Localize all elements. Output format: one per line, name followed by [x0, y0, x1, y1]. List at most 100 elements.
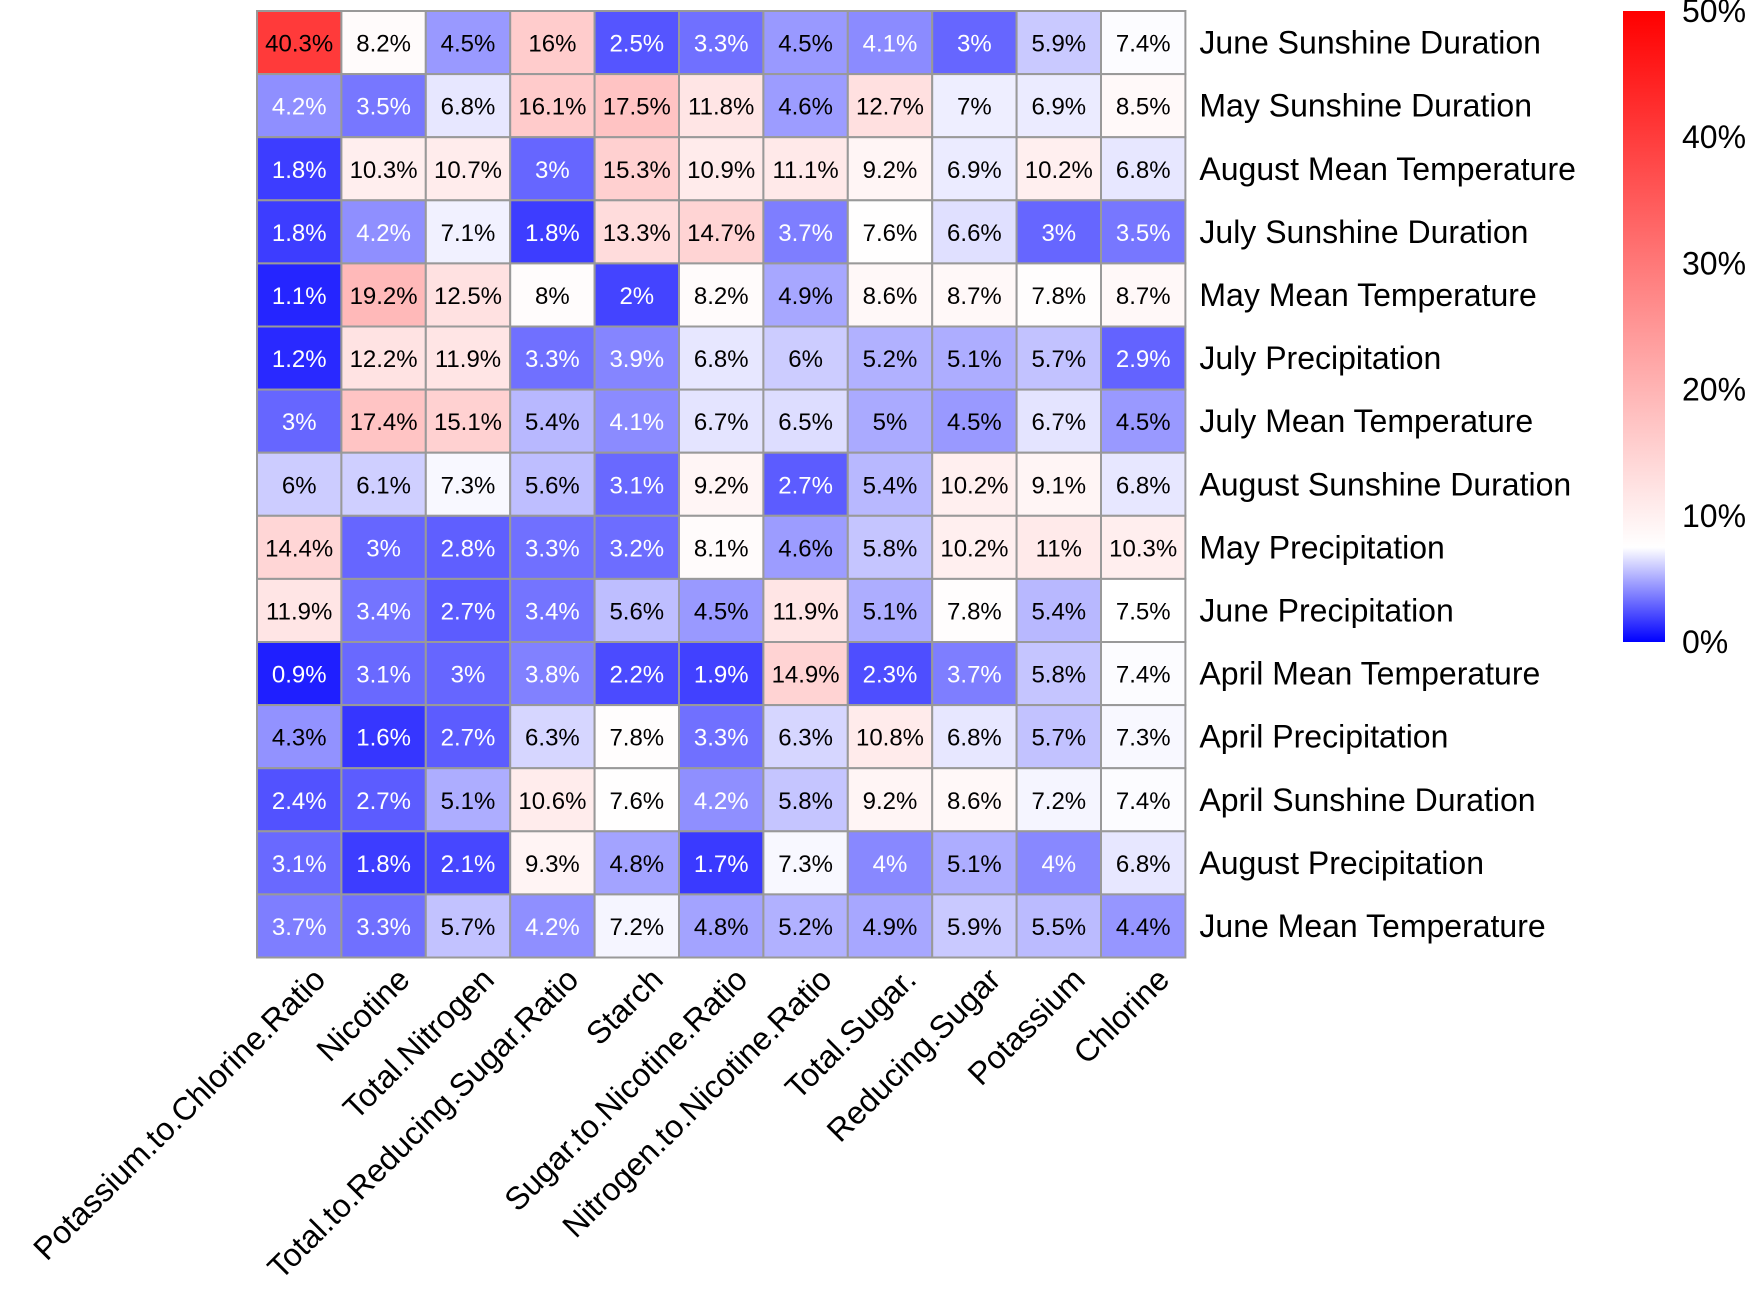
heatmap-cell	[424, 577, 512, 644]
column-label: Total.to.Reducing.Sugar.Ratio	[261, 961, 586, 1286]
cell-value-label: 3%	[366, 535, 401, 562]
heatmap-cell	[509, 262, 596, 328]
cell-value-label: 2%	[619, 283, 654, 310]
cell-value-label: 5.1%	[441, 788, 496, 815]
cell-value-label: 10.3%	[1109, 535, 1177, 562]
heatmap-cell	[678, 136, 765, 202]
heatmap-cell	[762, 451, 849, 517]
cell-value-label: 6%	[282, 472, 317, 499]
row-label: April Sunshine Duration	[1199, 782, 1535, 818]
heatmap-cells: 40.3% 8.2% 4.5% 16% 2.5% 3.3% 4.5% 4.1% 3% 5.9% 7.…	[256, 10, 1187, 959]
heatmap-cell	[846, 10, 934, 76]
cell-value-label: 4.3%	[272, 725, 327, 752]
row-label: July Sunshine Duration	[1199, 214, 1528, 250]
cell-value-label: 4.6%	[778, 535, 833, 562]
heatmap-cell	[678, 704, 765, 770]
heatmap-cell	[256, 73, 343, 139]
cell-value-label: 3.1%	[272, 851, 327, 878]
cell-value-label: 10.8%	[856, 725, 924, 752]
cell-value-label: 2.3%	[863, 662, 918, 689]
cell-value-label: 4.2%	[356, 220, 411, 247]
cell-value-label: 1.8%	[272, 220, 327, 247]
heatmap-cell	[846, 704, 934, 770]
cell-value-label: 2.7%	[441, 598, 496, 625]
heatmap-cell	[1100, 704, 1187, 770]
cell-value-label: 7.8%	[1031, 283, 1086, 310]
cell-value-label: 3.3%	[694, 31, 749, 58]
cell-value-label: 6.3%	[778, 725, 833, 752]
cell-value-label: 1.9%	[694, 662, 749, 689]
heatmap-cell	[340, 388, 427, 454]
heatmap-cell	[1100, 893, 1187, 959]
colorbar-legend: 0% 10% 20% 30% 40% 50%	[1623, 0, 1746, 660]
heatmap-cell	[256, 704, 343, 770]
cell-value-label: 1.2%	[272, 346, 327, 373]
cell-value-label: 7.2%	[1031, 788, 1086, 815]
heatmap-cell	[509, 199, 596, 265]
heatmap-cell	[1100, 10, 1187, 76]
heatmap-cell	[509, 388, 596, 454]
cell-value-label: 9.1%	[1031, 472, 1086, 499]
cell-value-label: 10.2%	[1025, 157, 1093, 184]
cell-value-label: 6.7%	[694, 409, 749, 436]
cell-value-label: 5.6%	[525, 472, 580, 499]
heatmap-cell	[1015, 704, 1102, 770]
cell-value-label: 17.5%	[603, 94, 671, 121]
cell-value-label: 5.4%	[1031, 598, 1086, 625]
cell-value-label: 4.5%	[778, 31, 833, 58]
cell-value-label: 1.8%	[525, 220, 580, 247]
cell-value-label: 9.2%	[863, 157, 918, 184]
cell-value-label: 8.7%	[947, 283, 1002, 310]
heatmap-cell	[678, 262, 765, 328]
heatmap-cell	[762, 514, 849, 580]
heatmap-cell	[846, 73, 934, 139]
cell-value-label: 3%	[282, 409, 317, 436]
cell-value-label: 2.5%	[609, 31, 664, 58]
heatmap-cell	[593, 73, 680, 139]
cell-value-label: 5.5%	[1031, 914, 1086, 941]
cell-value-label: 7.3%	[441, 472, 496, 499]
heatmap-cell	[762, 767, 849, 833]
heatmap-cell	[931, 514, 1018, 580]
cell-value-label: 14.9%	[772, 662, 840, 689]
cell-value-label: 6.8%	[1116, 157, 1171, 184]
cell-value-label: 12.7%	[856, 94, 924, 121]
heatmap-cell	[931, 199, 1018, 265]
heatmap-cell	[1100, 325, 1187, 391]
heatmap-cell	[340, 641, 427, 707]
cell-value-label: 4.5%	[1116, 409, 1171, 436]
heatmap-cell	[256, 893, 343, 959]
cell-value-label: 6.3%	[525, 725, 580, 752]
heatmap-cell	[931, 893, 1018, 959]
row-label: July Precipitation	[1199, 340, 1441, 376]
cell-value-label: 4.4%	[1116, 914, 1171, 941]
heatmap-cell	[509, 325, 596, 391]
heatmap-cell	[1015, 10, 1102, 76]
cell-value-label: 2.1%	[441, 851, 496, 878]
cell-value-label: 4.2%	[525, 914, 580, 941]
cell-value-label: 16%	[528, 31, 576, 58]
heatmap-cell	[340, 451, 427, 517]
cell-value-label: 10.2%	[940, 472, 1008, 499]
cell-value-label: 12.2%	[350, 346, 418, 373]
cell-value-label: 8.2%	[356, 31, 411, 58]
cell-value-label: 4.1%	[863, 31, 918, 58]
cell-value-label: 15.1%	[434, 409, 502, 436]
cell-value-label: 1.8%	[356, 851, 411, 878]
colorbar-tick-label: 50%	[1682, 0, 1746, 29]
cell-value-label: 2.8%	[441, 535, 496, 562]
cell-value-label: 3.1%	[356, 662, 411, 689]
cell-value-label: 4.9%	[863, 914, 918, 941]
row-label: July Mean Temperature	[1199, 403, 1533, 439]
cell-value-label: 5.2%	[778, 914, 833, 941]
column-label: Chlorine	[1066, 961, 1176, 1071]
cell-value-label: 5.6%	[609, 598, 664, 625]
row-label: April Precipitation	[1199, 719, 1448, 755]
heatmap-cell	[256, 325, 343, 391]
cell-value-label: 3.3%	[356, 914, 411, 941]
cell-value-label: 5.4%	[863, 472, 918, 499]
heatmap-cell	[762, 73, 849, 139]
heatmap-cell	[678, 893, 765, 959]
cell-value-label: 3.8%	[525, 662, 580, 689]
heatmap-cell	[678, 641, 765, 707]
